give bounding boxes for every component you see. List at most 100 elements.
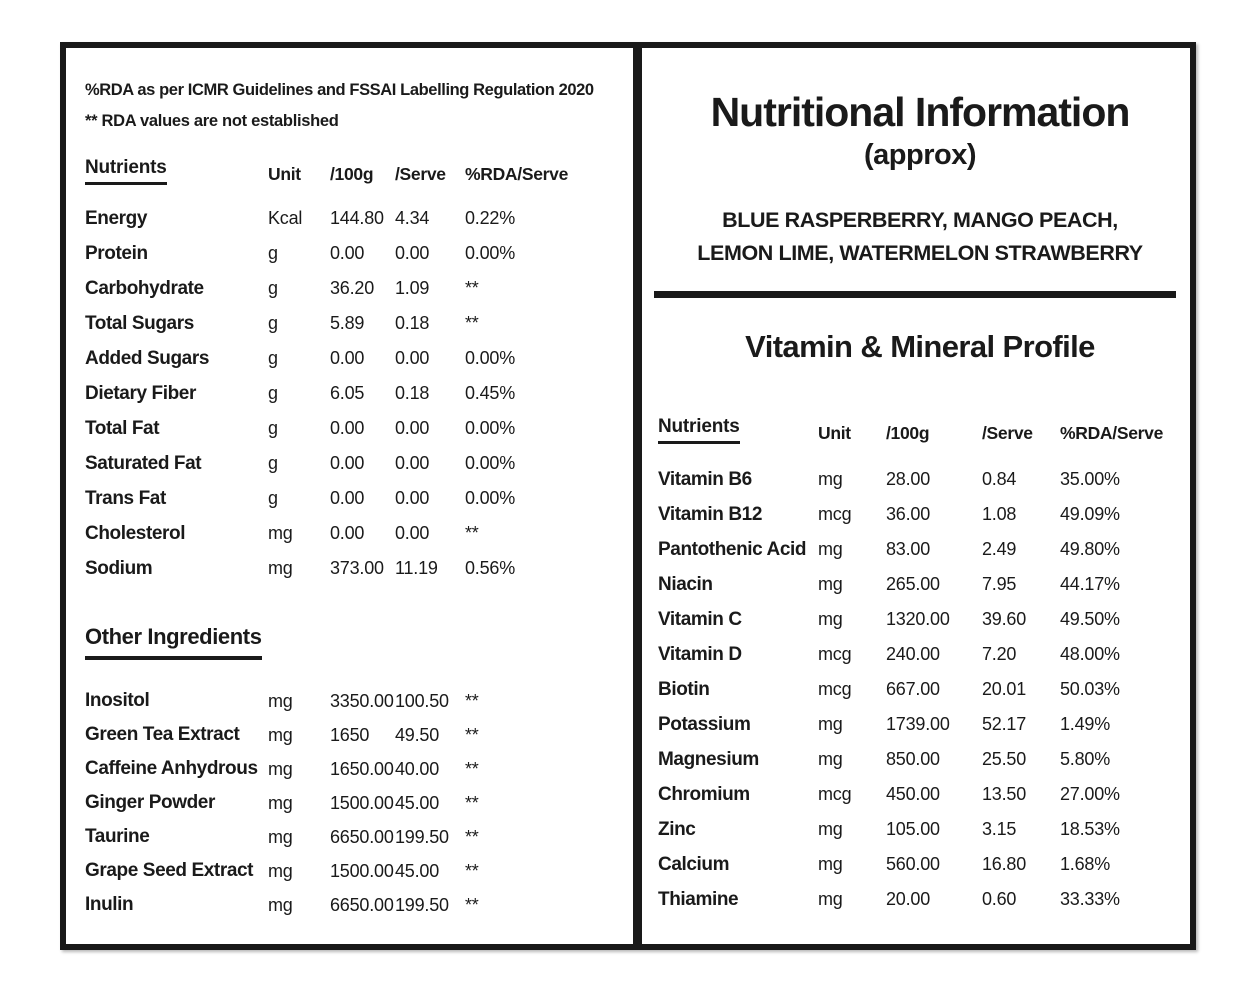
rda-per-serve-value: 1.68% (1060, 854, 1111, 874)
nutrient-name: Total Sugars (85, 312, 194, 334)
rda-per-serve-value: 0.00% (465, 243, 516, 263)
nutrient-unit: g (268, 488, 278, 508)
nutrient-unit: mg (818, 714, 843, 734)
table-row: Biotin mcg 667.00 20.01 50.03% (658, 672, 1182, 707)
table-row: Carbohydrate g 36.20 1.09 ** (85, 271, 621, 306)
per-serve-value: 20.01 (982, 679, 1027, 699)
per-serve-value: 7.95 (982, 574, 1017, 594)
table-row: Vitamin B6 mg 28.00 0.84 35.00% (658, 462, 1182, 497)
nutrient-unit: mg (268, 523, 293, 543)
per-serve-value: 52.17 (982, 714, 1027, 734)
rda-per-serve-value: 0.00% (465, 488, 516, 508)
table-row: Saturated Fat g 0.00 0.00 0.00% (85, 446, 621, 481)
ingredient-name: Inulin (85, 894, 134, 915)
nutrient-unit: Kcal (268, 208, 303, 228)
nutrient-name: Chromium (658, 783, 750, 805)
per-100g-value: 667.00 (886, 679, 940, 699)
nutrient-unit: g (268, 278, 278, 298)
rda-per-serve-value: 0.00% (465, 453, 516, 473)
nutrient-name: Niacin (658, 573, 713, 595)
per-100g-value: 105.00 (886, 819, 940, 839)
ingredient-unit: mg (268, 758, 293, 779)
per-100g-value: 1500.00 (330, 860, 394, 881)
table-row: Chromium mcg 450.00 13.50 27.00% (658, 777, 1182, 812)
per-100g-value: 28.00 (886, 469, 931, 489)
nutrient-unit: mg (818, 469, 843, 489)
rda-per-serve-value: 0.22% (465, 208, 516, 228)
nutrient-unit: mg (818, 889, 843, 909)
per-serve-value: 16.80 (982, 854, 1027, 874)
per-serve-value: 0.00 (395, 418, 430, 438)
per-serve-value: 25.50 (982, 749, 1027, 769)
header-unit: Unit (268, 164, 301, 184)
table-row: Taurine mg 6650.00 199.50 ** (85, 820, 621, 854)
per-serve-value: 0.00 (395, 453, 430, 473)
per-100g-value: 265.00 (886, 574, 940, 594)
nutrient-unit: mcg (818, 784, 852, 804)
header-per-100g: /100g (330, 164, 374, 184)
nutrient-unit: mcg (818, 679, 852, 699)
table-row: Pantothenic Acid mg 83.00 2.49 49.80% (658, 532, 1182, 567)
nutrient-unit: g (268, 383, 278, 403)
ingredient-name: Taurine (85, 826, 150, 847)
nutrient-name: Dietary Fiber (85, 382, 196, 404)
table-row: Dietary Fiber g 6.05 0.18 0.45% (85, 376, 621, 411)
per-serve-value: 45.00 (395, 860, 440, 881)
per-serve-value: 40.00 (395, 758, 440, 779)
per-100g-value: 20.00 (886, 889, 931, 909)
table-row: Total Fat g 0.00 0.00 0.00% (85, 411, 621, 446)
table-row: Trans Fat g 0.00 0.00 0.00% (85, 481, 621, 516)
ingredient-name: Ginger Powder (85, 792, 215, 813)
nutrient-unit: g (268, 313, 278, 333)
per-100g-value: 36.00 (886, 504, 931, 524)
per-serve-value: 0.00 (395, 243, 430, 263)
nutrients-table-header: Nutrients Unit /100g /Serve %RDA/Serve (85, 157, 621, 185)
header-rda-per-serve: %RDA/Serve (465, 164, 569, 184)
per-serve-value: 0.60 (982, 889, 1017, 909)
rda-per-serve-value: 27.00% (1060, 784, 1120, 804)
per-100g-value: 3350.00 (330, 690, 394, 711)
table-row: Caffeine Anhydrous mg 1650.00 40.00 ** (85, 752, 621, 786)
per-100g-value: 6650.00 (330, 826, 394, 847)
nutrient-name: Energy (85, 207, 148, 229)
horizontal-divider (654, 291, 1176, 298)
per-100g-value: 450.00 (886, 784, 940, 804)
nutrient-unit: mg (818, 609, 843, 629)
nutrient-name: Sodium (85, 557, 153, 579)
right-panel: Nutritional Information (approx) BLUE RA… (642, 48, 1190, 944)
nutrient-name: Zinc (658, 818, 696, 840)
rda-per-serve-value: 0.00% (465, 418, 516, 438)
per-serve-value: 100.50 (395, 690, 449, 711)
rda-per-serve-value: ** (465, 758, 479, 779)
per-100g-value: 0.00 (330, 453, 365, 473)
per-100g-value: 850.00 (886, 749, 940, 769)
ingredient-unit: mg (268, 690, 293, 711)
per-serve-value: 4.34 (395, 208, 430, 228)
nutrient-name: Vitamin D (658, 643, 742, 665)
table-row: Thiamine mg 20.00 0.60 33.33% (658, 882, 1182, 917)
vertical-divider (633, 48, 642, 944)
ingredient-name: Caffeine Anhydrous (85, 758, 258, 779)
vitamin-mineral-profile-title: Vitamin & Mineral Profile (745, 329, 1095, 364)
table-row: Sodium mg 373.00 11.19 0.56% (85, 551, 621, 586)
ingredient-unit: mg (268, 826, 293, 847)
per-100g-value: 6.05 (330, 383, 365, 403)
rda-per-serve-value: 49.50% (1060, 609, 1120, 629)
nutrient-name: Added Sugars (85, 347, 209, 369)
table-row: Potassium mg 1739.00 52.17 1.49% (658, 707, 1182, 742)
per-100g-value: 1650 (330, 724, 370, 745)
header-per-serve: /Serve (395, 164, 446, 184)
nutrient-name: Trans Fat (85, 487, 166, 509)
per-100g-value: 6650.00 (330, 894, 394, 915)
rda-per-serve-value: ** (465, 792, 479, 813)
nutrient-name: Protein (85, 242, 148, 264)
rda-per-serve-value: 44.17% (1060, 574, 1120, 594)
rda-per-serve-value: 18.53% (1060, 819, 1120, 839)
vitamin-table: Vitamin B6 mg 28.00 0.84 35.00% Vitamin … (658, 462, 1182, 917)
nutrient-unit: mg (268, 558, 293, 578)
header-per-serve: /Serve (982, 423, 1033, 443)
nutrient-name: Thiamine (658, 888, 739, 910)
rda-per-serve-value: 49.09% (1060, 504, 1120, 524)
per-serve-value: 0.00 (395, 348, 430, 368)
flavor-line: BLUE RASPERBERRY, MANGO PEACH, (722, 208, 1118, 232)
